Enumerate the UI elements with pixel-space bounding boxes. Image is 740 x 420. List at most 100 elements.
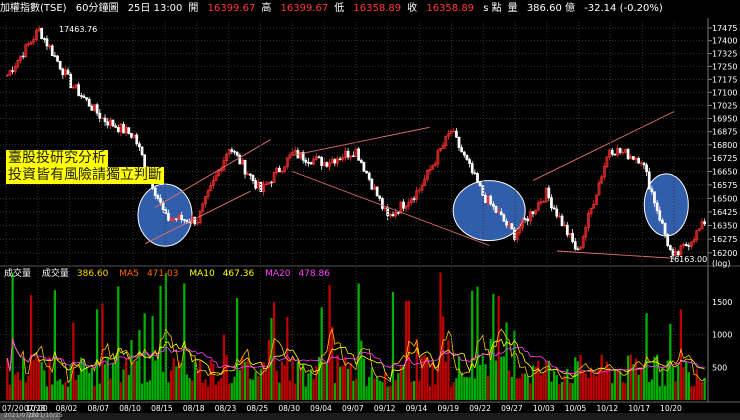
volume-bar: [125, 357, 128, 400]
volume-pane-title: 成交量: [4, 269, 32, 279]
candle-body: [206, 190, 210, 197]
volume-bar: [502, 356, 506, 400]
candle-body: [135, 134, 139, 145]
candle-body: [526, 218, 530, 222]
volume-bar: [560, 381, 564, 400]
volume-bar: [180, 363, 183, 400]
candle-body: [180, 214, 184, 221]
candle-body: [365, 170, 368, 174]
candle-body: [650, 188, 654, 193]
volume-bar: [410, 381, 413, 400]
candle-body: [66, 69, 70, 75]
candle-body: [11, 70, 14, 72]
scroll-start-date: 2021/07/20: [4, 412, 39, 419]
candle-body: [322, 162, 326, 166]
volume-bar: [505, 322, 508, 400]
volume-bar: [595, 375, 598, 400]
candle-body: [507, 223, 511, 226]
open-value: 16399.67: [207, 3, 256, 14]
volume-bar: [103, 364, 107, 400]
volume-bar: [246, 359, 249, 400]
candle-body: [676, 251, 680, 256]
candle-body: [254, 180, 257, 189]
candle-body: [317, 156, 321, 158]
price-tick-label: 16875: [712, 128, 737, 137]
volume-bar: [679, 309, 683, 400]
index-name[interactable]: 加權指數(TSE): [0, 3, 67, 14]
candle-body: [484, 195, 487, 203]
quote-header: 加權指數(TSE) 60分鐘圖 25日 13:00 開 16399.67 高 163…: [0, 0, 740, 18]
volume-bar: [336, 354, 339, 400]
volume-bar: [233, 376, 236, 400]
volume-bar: [280, 361, 284, 400]
candle-body: [555, 208, 559, 217]
candle-body: [634, 158, 638, 160]
candle-body: [605, 156, 609, 167]
candle-body: [58, 60, 62, 70]
scrollbar-thumb[interactable]: [0, 413, 60, 420]
candlestick-series: [5, 25, 707, 260]
volume-bar: [442, 316, 445, 400]
candle-body: [37, 27, 41, 32]
volume-bar: [51, 384, 54, 400]
date-tick-label: 08/07: [87, 404, 109, 413]
candle-body: [19, 55, 22, 61]
candle-body: [478, 182, 482, 187]
interval-label[interactable]: 60分鐘圖: [75, 3, 119, 14]
candle-body: [465, 154, 469, 160]
candle-body: [375, 186, 379, 197]
candle-body: [219, 169, 223, 172]
candle-body: [336, 158, 339, 164]
volume-bar: [328, 285, 331, 400]
candle-body: [248, 173, 252, 176]
volume-bar: [59, 379, 62, 400]
volume-bar: [365, 386, 368, 400]
volume-bar: [658, 386, 661, 400]
volume-bar: [309, 369, 313, 400]
volume-bar: [8, 384, 12, 400]
volume-bar: [376, 376, 379, 400]
candle-body: [436, 150, 440, 165]
volume-bar: [48, 356, 51, 400]
candle-body: [692, 239, 696, 243]
volume-label: 量: [507, 3, 518, 14]
volume-bar: [164, 273, 167, 400]
price-grid: [0, 27, 708, 254]
candle-body: [156, 195, 160, 199]
date-tick-label: 07/20 10:00: [2, 404, 48, 413]
candle-body: [444, 135, 448, 146]
volume-bar: [574, 357, 577, 400]
candle-body: [447, 133, 450, 137]
candle-body: [394, 212, 397, 217]
volume-bar: [687, 372, 690, 400]
volume-bar: [167, 382, 170, 400]
candle-body: [64, 69, 67, 76]
volume-bar: [616, 369, 619, 400]
candle-body: [90, 105, 94, 111]
volume-bar: [473, 378, 476, 400]
candle-body: [595, 194, 598, 205]
change-value: -32.14 (-0.20%): [584, 3, 663, 14]
volume-bar: [254, 371, 257, 400]
volume-value: 386.60 億: [526, 3, 575, 14]
volume-bar: [169, 370, 173, 400]
candle-body: [116, 127, 120, 133]
volume-bar: [275, 370, 278, 400]
candle-body: [655, 202, 659, 211]
candle-body: [455, 130, 458, 138]
candle-body: [544, 187, 548, 202]
volume-bar: [632, 364, 635, 400]
high-label: 高: [261, 3, 272, 14]
volume-tick-label: 500: [712, 363, 727, 372]
candle-body: [600, 176, 604, 184]
volume-bar: [333, 383, 336, 400]
time-scrollbar[interactable]: 2021/07/20 2021/10/25: [0, 412, 740, 420]
candle-body: [647, 171, 651, 190]
date-tick-label: 08/23: [215, 404, 237, 413]
volume-bar: [661, 367, 664, 400]
candle-body: [534, 209, 537, 215]
candle-body: [531, 211, 535, 215]
volume-bar: [457, 356, 461, 400]
volume-bar: [624, 383, 627, 400]
candle-body: [518, 227, 522, 233]
